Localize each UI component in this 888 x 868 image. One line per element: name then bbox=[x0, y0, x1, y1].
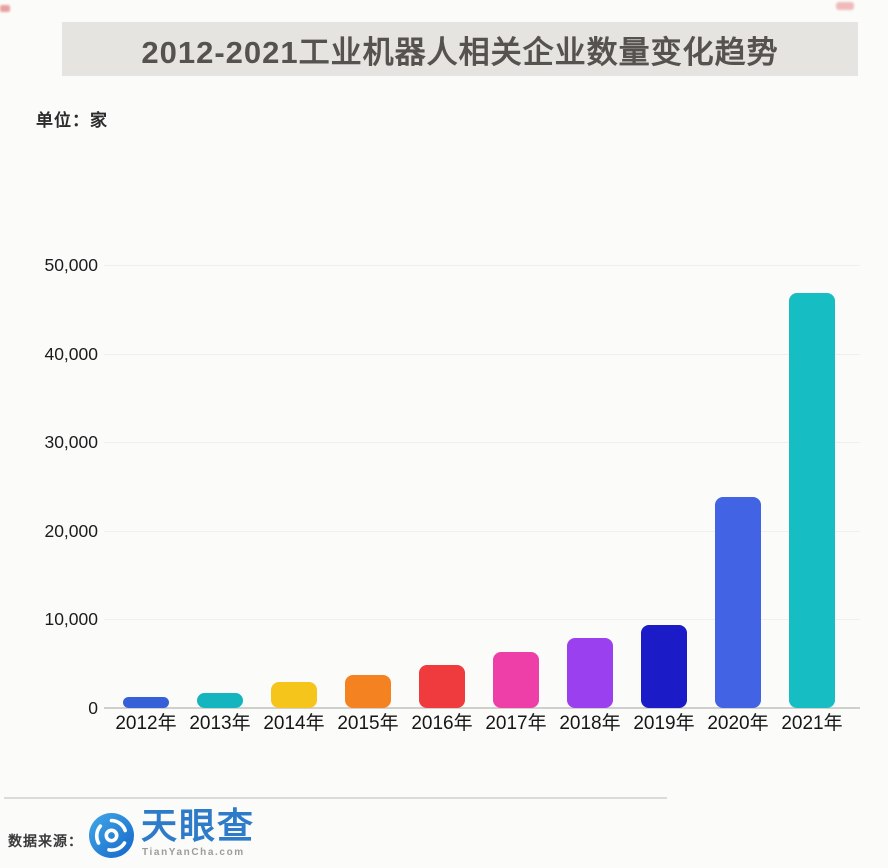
footer-divider bbox=[4, 797, 667, 799]
chart-title: 2012-2021工业机器人相关企业数量变化趋势 bbox=[141, 34, 779, 70]
y-axis-label: 50,000 bbox=[44, 255, 98, 275]
gridline bbox=[104, 265, 860, 266]
bar-2012年 bbox=[123, 697, 169, 708]
x-axis-label: 2012年 bbox=[115, 713, 177, 734]
x-axis-label: 2019年 bbox=[633, 713, 695, 734]
corner-artifact-left bbox=[0, 5, 10, 12]
x-axis-label: 2021年 bbox=[781, 713, 843, 734]
bar-2020年 bbox=[715, 497, 761, 708]
x-axis-label: 2017年 bbox=[485, 713, 547, 734]
x-axis-label: 2020年 bbox=[707, 713, 769, 734]
tianyancha-eye-icon bbox=[89, 813, 134, 858]
gridline bbox=[104, 619, 860, 621]
bar-chart: 0 10,000 20,000 30,000 40,000 50,000 2012年 2013… bbox=[44, 255, 860, 734]
gridline bbox=[104, 442, 860, 444]
footer: 数据来源： 天眼查 TianYanCha.com bbox=[0, 800, 888, 868]
bar-2014年 bbox=[271, 682, 317, 708]
bar-2015年 bbox=[345, 675, 391, 708]
bar-2013年 bbox=[197, 692, 243, 708]
y-axis-label: 30,000 bbox=[44, 432, 98, 453]
data-source-label: 数据来源： bbox=[8, 833, 83, 849]
gridline bbox=[104, 353, 860, 355]
y-axis-label: 20,000 bbox=[44, 520, 98, 541]
corner-artifact-right bbox=[836, 2, 854, 10]
y-axis-label: 40,000 bbox=[44, 343, 98, 364]
bar-2019年 bbox=[641, 624, 687, 708]
brand-name: 天眼查 bbox=[141, 805, 256, 846]
x-axis-label: 2016年 bbox=[411, 713, 473, 734]
bar-2017年 bbox=[493, 652, 539, 708]
gridline bbox=[104, 530, 860, 532]
title-banner: 2012-2021工业机器人相关企业数量变化趋势 bbox=[62, 22, 858, 76]
bar-2021年 bbox=[789, 293, 835, 708]
unit-label: 单位：家 bbox=[36, 111, 108, 130]
brand-domain: TianYanCha.com bbox=[142, 847, 245, 858]
y-axis-label: 0 bbox=[88, 698, 98, 718]
x-axis-label: 2014年 bbox=[263, 713, 325, 734]
bar-2018年 bbox=[567, 638, 613, 708]
x-axis-label: 2013年 bbox=[189, 713, 251, 734]
x-axis-label: 2018年 bbox=[559, 713, 621, 734]
y-axis-label: 10,000 bbox=[44, 609, 98, 630]
bar-2016年 bbox=[419, 665, 465, 708]
x-axis-line bbox=[104, 707, 860, 709]
x-axis-label: 2015年 bbox=[337, 713, 399, 734]
